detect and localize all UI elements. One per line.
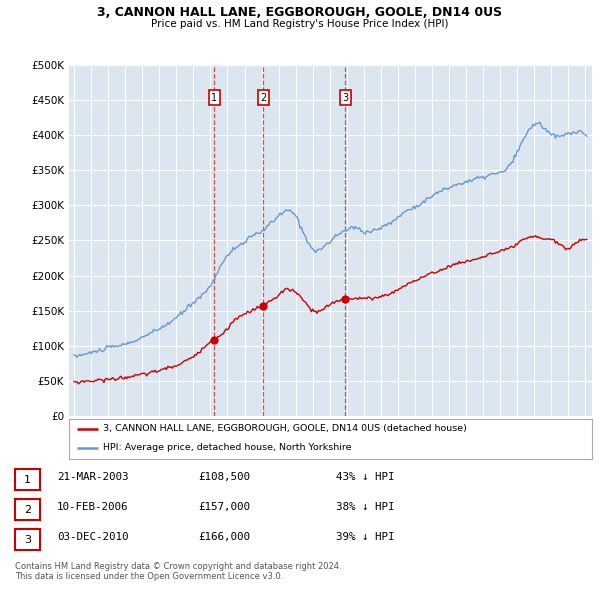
Text: £157,000: £157,000 (198, 503, 250, 512)
Text: 39% ↓ HPI: 39% ↓ HPI (336, 533, 395, 542)
Text: 1: 1 (211, 93, 217, 103)
Text: 38% ↓ HPI: 38% ↓ HPI (336, 503, 395, 512)
Text: 10-FEB-2006: 10-FEB-2006 (57, 503, 128, 512)
Text: 3, CANNON HALL LANE, EGGBOROUGH, GOOLE, DN14 0US: 3, CANNON HALL LANE, EGGBOROUGH, GOOLE, … (97, 6, 503, 19)
Text: 3: 3 (343, 93, 349, 103)
Text: 21-MAR-2003: 21-MAR-2003 (57, 473, 128, 482)
Text: £166,000: £166,000 (198, 533, 250, 542)
Text: 3: 3 (24, 535, 31, 545)
Text: 03-DEC-2010: 03-DEC-2010 (57, 533, 128, 542)
Text: Price paid vs. HM Land Registry's House Price Index (HPI): Price paid vs. HM Land Registry's House … (151, 19, 449, 29)
Text: 2: 2 (260, 93, 266, 103)
Text: £108,500: £108,500 (198, 473, 250, 482)
Text: HPI: Average price, detached house, North Yorkshire: HPI: Average price, detached house, Nort… (103, 443, 352, 453)
Text: 1: 1 (24, 475, 31, 484)
Text: 3, CANNON HALL LANE, EGGBOROUGH, GOOLE, DN14 0US (detached house): 3, CANNON HALL LANE, EGGBOROUGH, GOOLE, … (103, 424, 467, 434)
Text: Contains HM Land Registry data © Crown copyright and database right 2024.
This d: Contains HM Land Registry data © Crown c… (15, 562, 341, 581)
Text: 2: 2 (24, 505, 31, 514)
Text: 43% ↓ HPI: 43% ↓ HPI (336, 473, 395, 482)
